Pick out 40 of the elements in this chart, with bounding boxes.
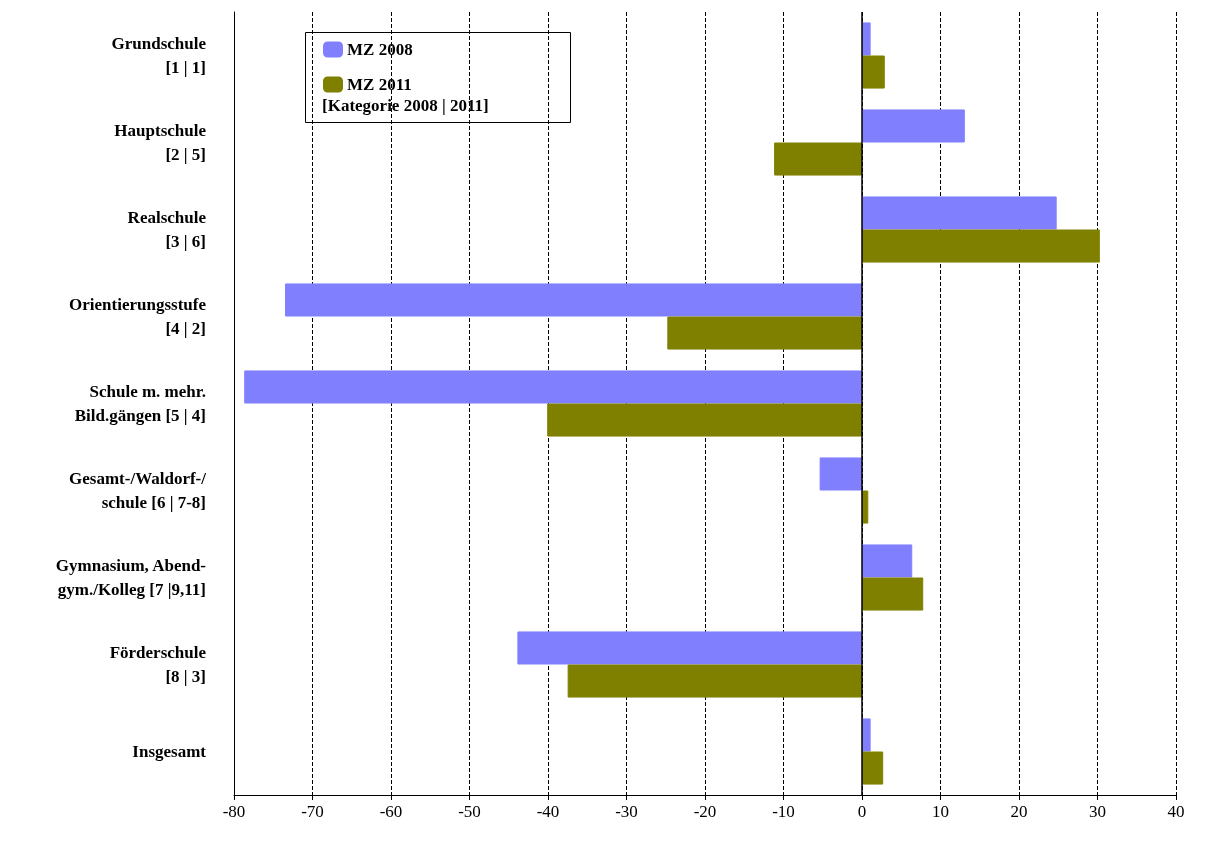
- bar: [774, 142, 862, 176]
- legend-label: MZ 2008: [347, 40, 413, 59]
- bar: [667, 316, 862, 350]
- x-tick-label: -70: [301, 802, 324, 821]
- x-tick-label: -50: [458, 802, 481, 821]
- y-tick-label: Hauptschule [2 | 5]: [114, 121, 207, 164]
- bar: [285, 283, 862, 317]
- bar: [819, 457, 862, 491]
- bar: [862, 109, 965, 143]
- y-tick-label: Insgesamt: [132, 742, 207, 761]
- y-tick-label: Orientierungsstufe [4 | 2]: [69, 295, 207, 338]
- bar: [862, 544, 913, 578]
- bar: [862, 577, 924, 611]
- x-tick-label: -60: [379, 802, 403, 821]
- x-tick-label: -30: [615, 802, 638, 821]
- legend-title: [Kategorie 2008 | 2011]: [322, 96, 489, 115]
- bar: [547, 403, 862, 437]
- y-tick-label: Gesamt-/Waldorf-/ schule [6 | 7-8]: [69, 469, 207, 512]
- x-tick-label: 40: [1167, 802, 1185, 821]
- bar: [862, 55, 885, 89]
- bar: [567, 664, 862, 698]
- x-tick-label: 30: [1089, 802, 1106, 821]
- bar: [862, 196, 1057, 230]
- y-tick-label: Schule m. mehr. Bild.gängen [5 | 4]: [74, 382, 206, 425]
- y-tick-label: Gymnasium, Abend- gym./Kolleg [7 |9,11]: [55, 556, 207, 599]
- y-tick-label: Förderschule [8 | 3]: [109, 643, 207, 686]
- bar: [862, 751, 884, 785]
- x-tick-label: 10: [932, 802, 949, 821]
- x-tick-label: -40: [536, 802, 560, 821]
- x-tick-label: 0: [857, 802, 867, 821]
- x-tick-label: -10: [772, 802, 795, 821]
- y-tick-label: Grundschule [1 | 1]: [111, 34, 207, 77]
- y-tick-label: Realschule [3 | 6]: [127, 208, 207, 251]
- bar: [244, 370, 862, 404]
- bar: [862, 229, 1100, 263]
- legend-label: MZ 2011: [347, 75, 412, 94]
- x-tick-label: -80: [222, 802, 246, 821]
- x-tick-label: 20: [1010, 802, 1028, 821]
- bar: [517, 631, 862, 665]
- x-tick-label: -20: [693, 802, 717, 821]
